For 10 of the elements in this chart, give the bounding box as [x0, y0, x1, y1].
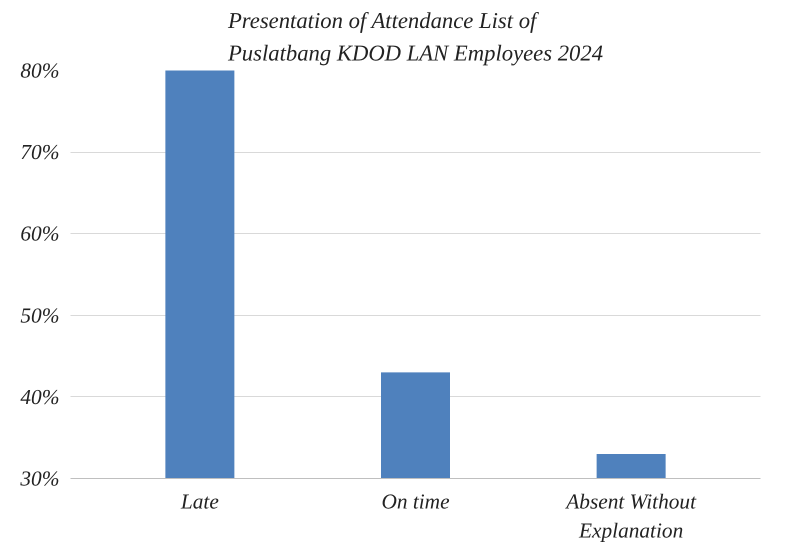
y-tick-label: 40% — [20, 384, 60, 409]
x-tick-label: Absent Without Explanation — [564, 490, 698, 542]
y-tick-label: 50% — [20, 303, 60, 328]
y-tick-label: 70% — [20, 140, 60, 164]
y-tick-label: 30% — [19, 466, 60, 490]
x-tick-label: Late — [180, 490, 219, 514]
y-tick-label: 80% — [20, 58, 60, 82]
chart-title: Presentation of Attendance List of Puslatbang KDOD LAN Employees 2024 — [226, 8, 604, 66]
x-tick-label: On time — [381, 490, 450, 514]
y-tick-label: 60% — [20, 222, 60, 246]
